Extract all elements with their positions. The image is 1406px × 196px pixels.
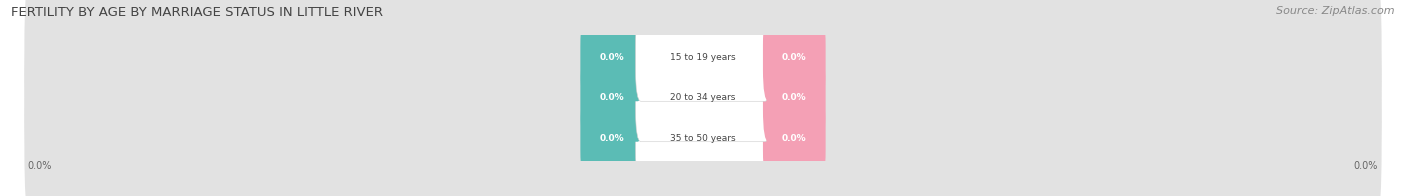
Text: 0.0%: 0.0% — [599, 53, 624, 62]
FancyBboxPatch shape — [581, 14, 643, 101]
FancyBboxPatch shape — [28, 43, 1378, 72]
FancyBboxPatch shape — [28, 124, 1378, 153]
Text: 0.0%: 0.0% — [782, 134, 807, 143]
Text: 35 to 50 years: 35 to 50 years — [671, 134, 735, 143]
Text: 0.0%: 0.0% — [782, 93, 807, 103]
FancyBboxPatch shape — [763, 95, 825, 182]
FancyBboxPatch shape — [636, 95, 770, 182]
Text: Source: ZipAtlas.com: Source: ZipAtlas.com — [1277, 6, 1395, 16]
Text: 0.0%: 0.0% — [599, 93, 624, 103]
Text: FERTILITY BY AGE BY MARRIAGE STATUS IN LITTLE RIVER: FERTILITY BY AGE BY MARRIAGE STATUS IN L… — [11, 6, 384, 19]
FancyBboxPatch shape — [636, 54, 770, 142]
Text: 0.0%: 0.0% — [28, 161, 52, 171]
FancyBboxPatch shape — [636, 14, 770, 101]
FancyBboxPatch shape — [581, 95, 643, 182]
Text: 0.0%: 0.0% — [599, 134, 624, 143]
FancyBboxPatch shape — [24, 0, 1382, 196]
FancyBboxPatch shape — [28, 83, 1378, 113]
Text: 20 to 34 years: 20 to 34 years — [671, 93, 735, 103]
FancyBboxPatch shape — [581, 54, 643, 142]
FancyBboxPatch shape — [763, 54, 825, 142]
FancyBboxPatch shape — [763, 14, 825, 101]
Text: 0.0%: 0.0% — [782, 53, 807, 62]
FancyBboxPatch shape — [24, 23, 1382, 196]
Text: 15 to 19 years: 15 to 19 years — [671, 53, 735, 62]
Text: 0.0%: 0.0% — [1354, 161, 1378, 171]
FancyBboxPatch shape — [24, 0, 1382, 173]
